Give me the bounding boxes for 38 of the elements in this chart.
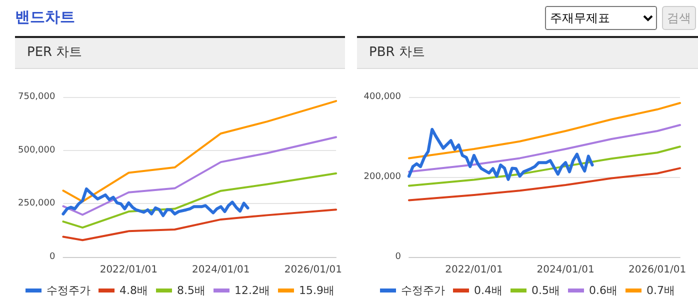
line-series [62, 172, 338, 229]
legend-label: 4.8배 [120, 284, 148, 297]
legend-label: 12.2배 [234, 284, 270, 297]
x-tick-label: 2024/01/01 [192, 264, 250, 276]
text: 검색 [662, 6, 696, 30]
chart-title: PBR 차트 [357, 36, 698, 69]
y-tick-label: 200,000 [364, 172, 402, 182]
text: 주재무제표 [545, 6, 657, 30]
x-tick-label: 2022/01/01 [445, 264, 503, 276]
legend-label: 15.9배 [298, 284, 334, 297]
y-tick-label: 500,000 [18, 145, 56, 156]
chart-title: PER 차트 [15, 36, 345, 69]
line-series [62, 100, 338, 203]
line-series [62, 187, 250, 218]
y-tick-label: 0 [49, 252, 56, 262]
x-tick-label: 2026/01/01 [284, 264, 342, 276]
line-series [408, 128, 594, 181]
y-tick-label: 0 [395, 252, 402, 262]
legend-label: 수정주가 [46, 284, 91, 297]
line-series [62, 208, 338, 242]
line-series [408, 146, 681, 187]
line-series [408, 102, 681, 160]
line-series [408, 124, 681, 173]
legend-label: 0.5배 [532, 284, 560, 297]
legend-label: 0.4배 [474, 284, 503, 297]
x-tick-label: 2026/01/01 [628, 264, 686, 276]
x-tick-label: 2024/01/01 [536, 264, 594, 276]
legend-label: 0.7배 [646, 284, 675, 297]
legend-label: 수정주가 [401, 284, 446, 297]
text: 밴드차트 [15, 8, 75, 27]
x-tick-label: 2022/01/01 [100, 264, 158, 276]
y-tick-label: 750,000 [18, 92, 56, 102]
y-tick-label: 400,000 [364, 92, 402, 102]
y-tick-label: 250,000 [18, 198, 56, 209]
legend-label: 8.5배 [177, 284, 206, 297]
line-series [408, 167, 681, 202]
legend-label: 0.6배 [589, 284, 618, 297]
line-series [62, 136, 338, 216]
